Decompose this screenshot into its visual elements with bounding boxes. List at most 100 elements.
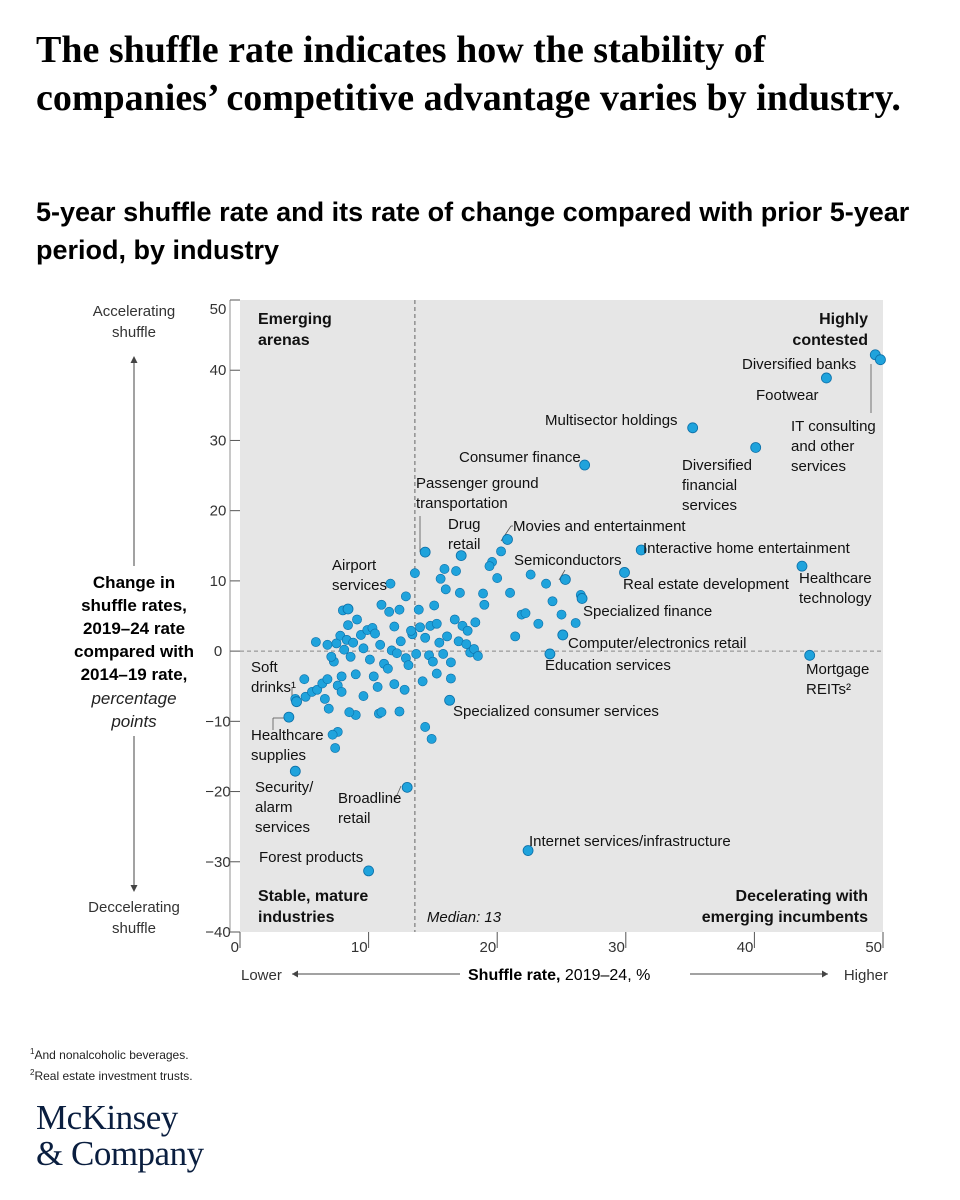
footnote-2-mark: 2 [30,1068,35,1077]
data-point [352,614,362,625]
data-point [350,669,361,680]
x-tick-label: 0 [231,939,239,956]
data-point [470,617,481,628]
data-point [376,707,387,718]
leader-line [558,569,566,581]
labeled-data-point [342,603,354,615]
chart-subtitle: 5-year shuffle rate and its rate of chan… [36,197,910,265]
data-point [446,673,456,684]
data-point [426,733,437,744]
page-title: The shuffle rate indicates how the stabi… [36,29,901,119]
data-point [358,643,369,654]
data-point [375,639,386,650]
point-label: IT consulting and other services [791,418,876,475]
data-point [484,561,495,572]
point-label: Movies and entertainment [513,518,686,535]
data-point [427,656,438,667]
y-arrow-up-head [130,356,138,363]
data-point [348,637,359,648]
y-tick-label: 50 [210,301,227,318]
x-axis-title: Shuffle rate, 2019–24, % [468,967,650,984]
data-point [382,663,393,674]
data-point [473,651,483,661]
point-label: Multisector holdings [545,412,678,429]
data-point [413,604,424,615]
quadrant-top-right-label: Highly contested [792,311,868,349]
data-point [395,636,406,647]
data-point [429,600,440,611]
labeled-data-point [576,593,588,604]
point-label: Passenger ground transportation [416,475,539,512]
labeled-data-point [401,781,413,793]
labeled-data-point [291,696,302,708]
data-point [385,578,396,589]
y-arrow-low-label: Deccelerating shuffle [88,899,180,937]
y-arrow-down-head [130,885,138,892]
point-label: Real estate development [623,576,790,593]
labeled-data-point [559,574,571,585]
point-label: Soft drinks¹ [251,659,296,696]
data-point [312,684,323,695]
labeled-data-point [635,544,647,556]
scatter-chart: Median: 13 −40 −30 −20 −10 0 10 20 30 40 50 0 10 20 30… [74,299,888,984]
data-point [533,618,544,629]
y-tick-label: −30 [205,854,230,871]
x-arrow-left-head [292,970,298,978]
point-label: Footwear [756,387,819,404]
data-point [310,637,321,647]
point-label: Drug retail [448,516,481,553]
labeled-data-point [444,694,456,706]
data-point [439,564,450,574]
data-point [435,573,446,584]
data-point [394,604,405,615]
point-label: Interactive home entertainment [643,540,851,557]
x-arrow-high-label: Higher [844,967,888,984]
data-point [449,614,460,625]
data-point [438,649,449,659]
y-arrow-high-label: Accelerating shuffle [93,303,176,341]
labeled-data-point [363,865,375,877]
data-point [358,691,369,701]
leader-line [393,785,402,803]
data-point [364,654,375,665]
y-tick-label: 20 [210,503,227,520]
data-point [420,632,431,643]
data-point [327,729,338,740]
data-point [339,644,350,655]
logo-line-1: McKinsey [36,1098,178,1137]
x-tick-label: 50 [865,939,882,956]
data-point [344,707,355,718]
data-point [451,566,461,576]
point-label: Education services [545,657,671,674]
y-tick-label: 10 [210,573,227,590]
y-axis-title: Change in shuffle rates, 2019–24 rate compa… [74,573,194,684]
data-point [556,609,567,620]
data-point [399,684,410,695]
data-point [411,649,422,659]
labeled-data-point [419,546,431,558]
data-point [319,693,330,704]
labeled-data-point [283,711,295,723]
data-point [368,671,379,682]
labeled-data-point [875,354,886,366]
point-label: Specialized consumer services [453,703,659,720]
point-label: Diversified banks [742,356,856,373]
quadrant-bottom-right-label: Decelerating with emerging incumbents [702,888,868,926]
data-point [384,606,395,617]
data-point [442,631,452,642]
point-label: Computer/electronics retail [568,635,746,652]
mckinsey-logo: McKinsey & Company [36,1100,204,1172]
data-point [394,706,405,717]
data-point [322,639,333,650]
data-point [440,584,451,595]
data-point [547,596,558,607]
labeled-data-point [544,648,556,660]
y-tick-label: 0 [214,643,222,660]
data-point [415,622,425,633]
data-point [376,599,387,610]
point-label: Airport services [332,557,387,594]
y-tick-label: −40 [205,924,230,941]
x-tick-label: 30 [608,939,625,956]
data-point [479,599,490,610]
labeled-data-point [750,442,762,453]
